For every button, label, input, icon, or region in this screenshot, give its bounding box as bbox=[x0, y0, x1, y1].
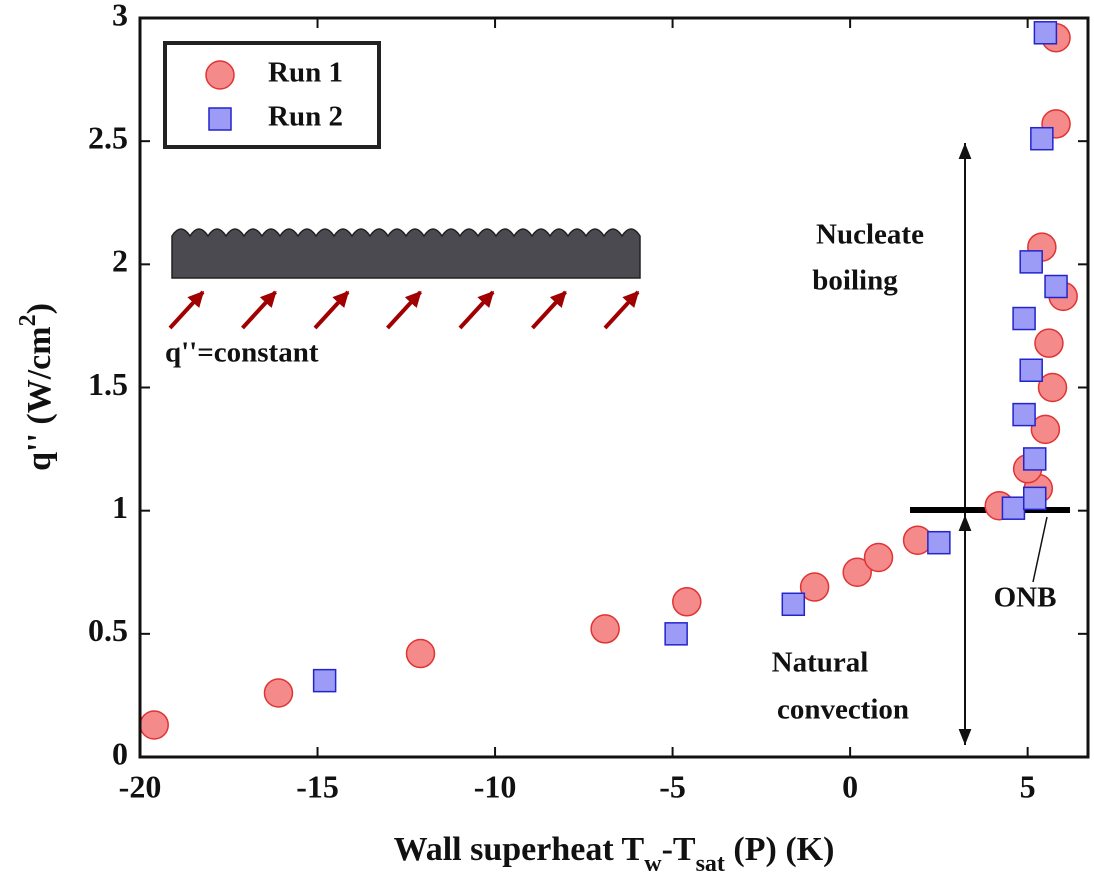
surface-illustration bbox=[168, 228, 641, 330]
legend-marker bbox=[205, 60, 235, 90]
point bbox=[927, 530, 951, 555]
heat-arrow bbox=[458, 290, 495, 330]
point bbox=[781, 592, 806, 617]
point bbox=[1022, 447, 1047, 471]
annotation: ONB bbox=[994, 582, 1057, 614]
point bbox=[1012, 306, 1036, 331]
annotation: Nucleate bbox=[816, 219, 924, 251]
x-axis-label: Wall superheat Tw-Tsat (P) (K) bbox=[394, 831, 835, 877]
point bbox=[1012, 402, 1036, 427]
x-tick-label: 0 bbox=[842, 768, 858, 804]
point bbox=[1030, 126, 1054, 151]
x-label-part: (P) (K) bbox=[725, 831, 835, 868]
heat-arrow bbox=[386, 290, 422, 330]
y-label-part: ) bbox=[21, 303, 58, 314]
heat-arrow bbox=[241, 290, 277, 330]
x-tick-label: -15 bbox=[296, 768, 339, 804]
x-label-part: w bbox=[644, 851, 662, 877]
point bbox=[1019, 250, 1043, 274]
point bbox=[1044, 274, 1068, 299]
legend-box bbox=[163, 41, 381, 149]
point bbox=[590, 614, 620, 644]
annotation: q''=constant bbox=[165, 337, 319, 369]
point bbox=[863, 542, 894, 573]
legend-label: Run 2 bbox=[268, 101, 343, 133]
y-label-part: 2 bbox=[15, 314, 41, 326]
point bbox=[842, 557, 872, 587]
point bbox=[312, 668, 337, 693]
x-label-part: sat bbox=[696, 851, 725, 877]
y-label-part: q'' (W/cm bbox=[21, 326, 58, 470]
y-axis-label: q'' (W/cm2) bbox=[15, 303, 58, 471]
x-label-part: Wall superheat T bbox=[394, 831, 645, 868]
point bbox=[1034, 328, 1064, 358]
x-tick-label: -10 bbox=[474, 768, 517, 804]
heat-arrow bbox=[603, 290, 640, 330]
y-tick-label: 0 bbox=[112, 735, 128, 771]
legend-marker bbox=[208, 107, 232, 131]
heat-arrow bbox=[531, 290, 567, 330]
y-tick-label: 3 bbox=[112, 0, 128, 32]
x-tick-label: -5 bbox=[659, 768, 686, 804]
y-tick-label: 1 bbox=[112, 489, 128, 525]
point bbox=[799, 572, 830, 602]
annotation: Natural bbox=[772, 647, 869, 679]
annotation: convection bbox=[777, 694, 909, 726]
heat-arrow bbox=[168, 290, 205, 330]
point bbox=[664, 622, 688, 646]
x-tick-label: 5 bbox=[1020, 768, 1036, 804]
point bbox=[1030, 414, 1061, 445]
point bbox=[1019, 358, 1043, 383]
y-tick-label: 2.5 bbox=[88, 120, 128, 156]
legend-label: Run 1 bbox=[268, 57, 343, 89]
y-tick-label: 2 bbox=[112, 243, 128, 279]
point bbox=[139, 710, 169, 740]
point bbox=[1022, 486, 1047, 511]
point bbox=[263, 678, 294, 708]
plot-frame bbox=[138, 16, 1090, 759]
heated-surface bbox=[171, 228, 641, 279]
y-tick-label: 1.5 bbox=[88, 366, 128, 402]
x-tick-label: -20 bbox=[119, 768, 162, 804]
heat-arrow bbox=[313, 290, 350, 330]
onb-pointer bbox=[1032, 516, 1048, 583]
point bbox=[1033, 21, 1058, 45]
point bbox=[405, 638, 436, 669]
point bbox=[1001, 496, 1026, 520]
point bbox=[1037, 372, 1068, 403]
y-tick-label: 0.5 bbox=[88, 612, 128, 648]
point bbox=[672, 587, 702, 617]
x-label-part: -T bbox=[662, 831, 696, 868]
annotation: boiling bbox=[812, 265, 898, 297]
